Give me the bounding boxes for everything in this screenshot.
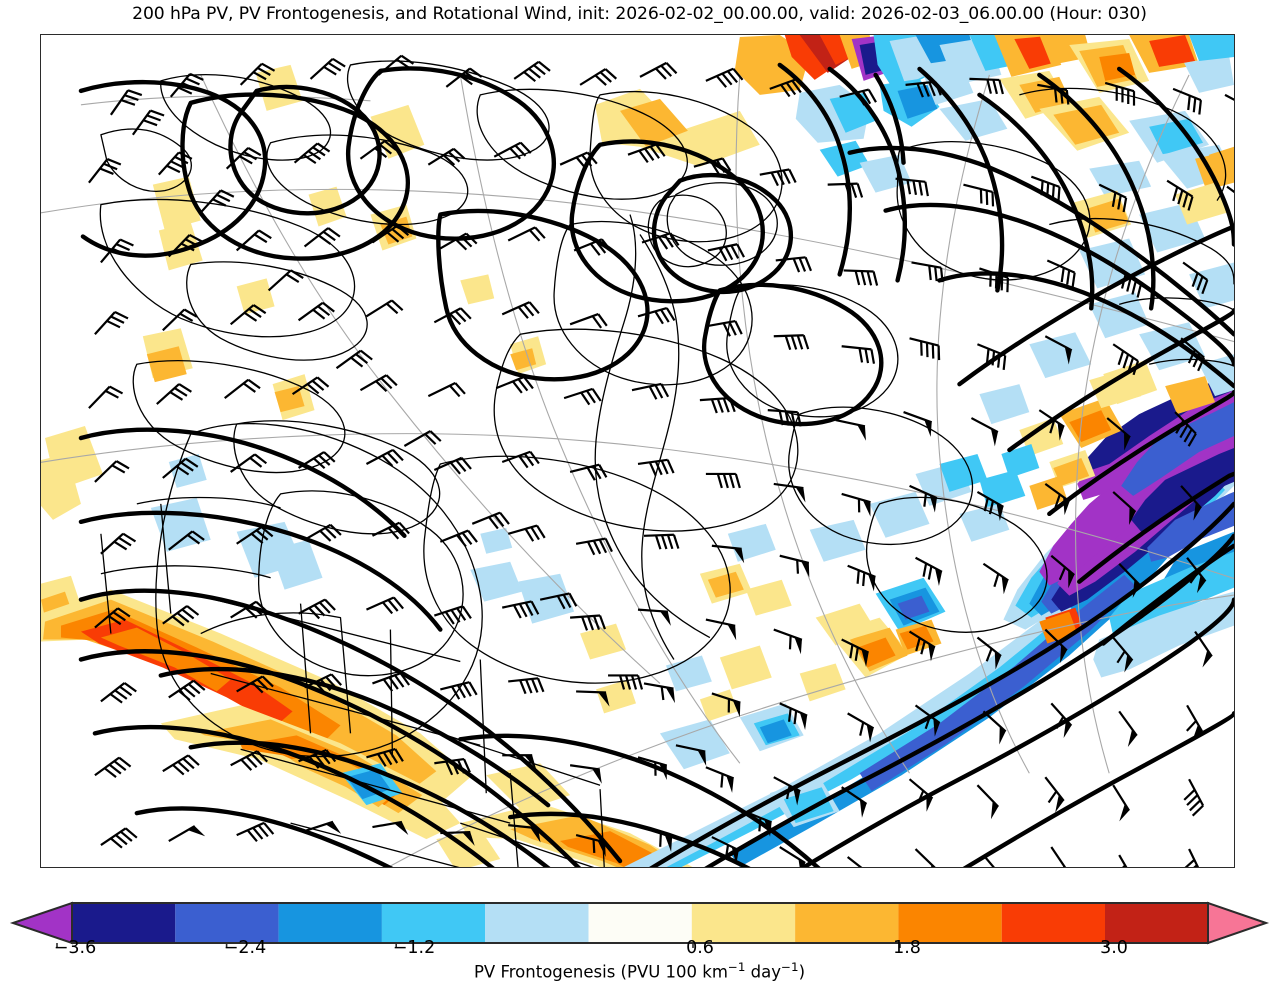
colorbar-over-arrow [1207, 901, 1270, 945]
cbar-label-exp2: −1 [781, 960, 799, 974]
graticule [41, 74, 1234, 867]
cbar-tick-0: −3.6 [53, 938, 97, 958]
cbar-label-suffix: ) [798, 962, 805, 982]
cbar-tick-1: −2.4 [223, 938, 267, 958]
cbar-tick-4: 1.8 [893, 938, 921, 958]
cbar-label-exp1: −1 [727, 960, 746, 974]
colorbar-under-arrow [9, 901, 73, 945]
colorbar-tick-labels: −3.6 −2.4 −1.2 0.6 1.8 3.0 [0, 938, 1279, 964]
pv-contours [78, 62, 1234, 867]
colorbar-swatches [9, 901, 1270, 948]
cbar-label-mid: day [745, 962, 782, 982]
colorbar-ticks [56, 943, 1108, 948]
cbar-tick-5: 3.0 [1100, 938, 1128, 958]
map-panel [40, 34, 1235, 868]
map-plot-area [41, 35, 1234, 867]
colorbar-bands [72, 903, 1208, 943]
cbar-tick-3: 0.6 [686, 938, 714, 958]
colorbar-axis-label: PV Frontogenesis (PVU 100 km−1 day−1) [0, 960, 1279, 982]
cbar-tick-2: −1.2 [392, 938, 436, 958]
colorbar: −3.6 −2.4 −1.2 0.6 1.8 3.0 PV Frontogene… [0, 898, 1279, 1001]
coastlines [99, 60, 1234, 867]
chart-title: 200 hPa PV, PV Frontogenesis, and Rotati… [132, 4, 1147, 24]
cbar-label-prefix: PV Frontogenesis (PVU 100 km [473, 962, 728, 982]
colorbar-outline [71, 902, 1209, 944]
